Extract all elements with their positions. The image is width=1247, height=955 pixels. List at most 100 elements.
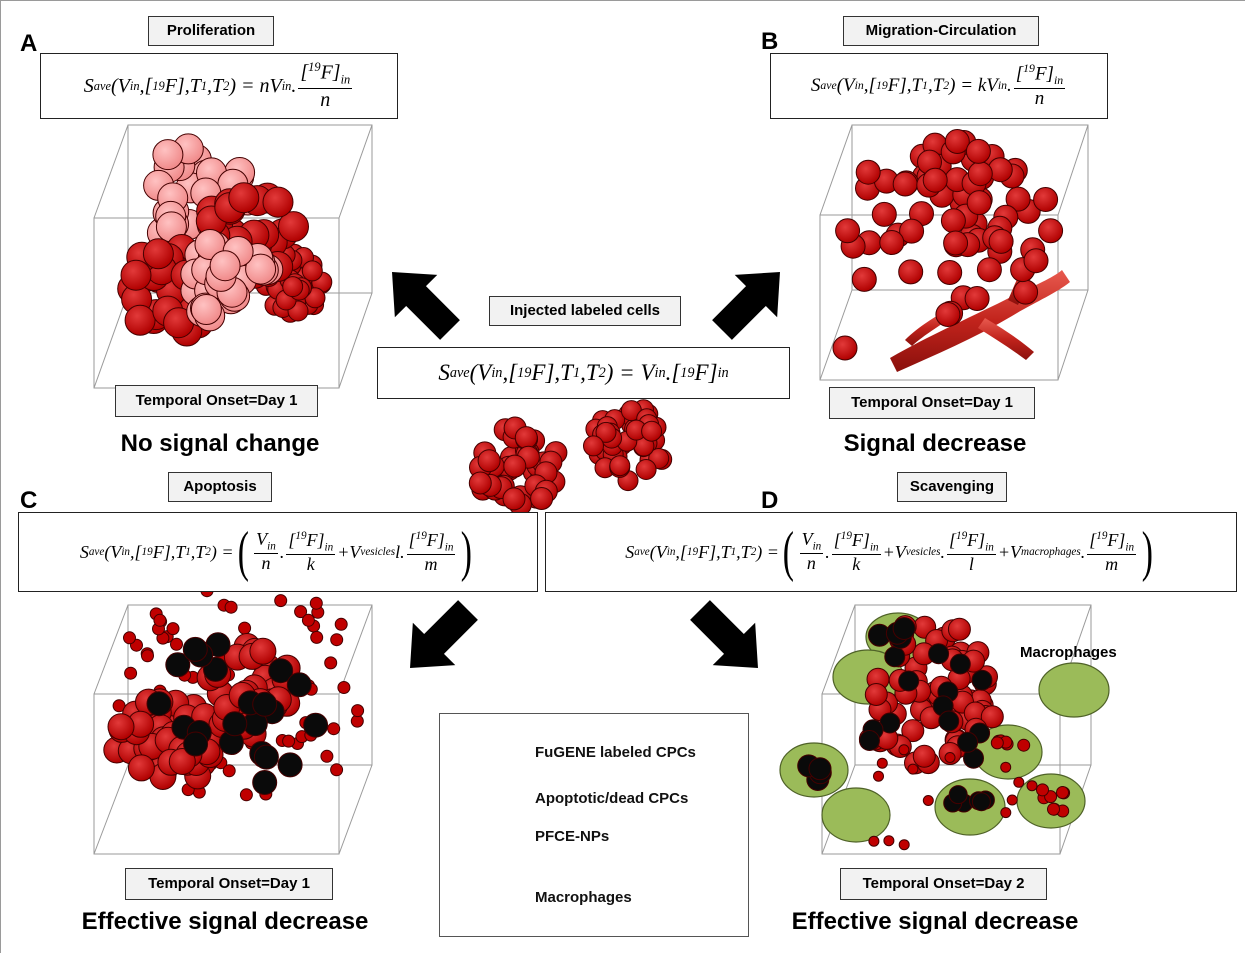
red-cell [278, 211, 309, 243]
pfce-np [1000, 807, 1012, 819]
pfce-np [351, 704, 365, 718]
dead-cell [253, 744, 279, 770]
red-cell [142, 238, 174, 270]
red-cell [228, 182, 260, 214]
migrating-cell [879, 230, 905, 255]
caption-a: No signal change [120, 430, 320, 457]
arrow-to-c [410, 600, 478, 668]
dead-cell [971, 669, 993, 691]
pfce-np [282, 734, 296, 748]
dead-cell [303, 712, 329, 738]
legend-label-macrophages: Macrophages [535, 889, 632, 906]
pfce-np [922, 795, 934, 806]
panel-letter-c: C [20, 487, 38, 514]
macrophage [821, 787, 891, 843]
pfce-np [907, 763, 919, 775]
migrating-cell [964, 286, 990, 311]
pfce-np [868, 835, 880, 847]
injected-cell [477, 449, 501, 473]
onset-c: Temporal Onset=Day 1 [125, 868, 333, 900]
migrating-cell [966, 190, 992, 216]
injected-cell [635, 459, 657, 480]
pfce-np [320, 749, 334, 763]
pfce-np [274, 594, 288, 608]
red-cell [124, 304, 156, 336]
legend [439, 713, 749, 937]
cell-cluster-a [117, 133, 333, 347]
injected-cell [502, 487, 526, 511]
migrating-cell [835, 218, 861, 244]
caption-b: Signal decrease [843, 430, 1027, 457]
arrow-to-a [392, 272, 460, 340]
dead-cell [146, 691, 172, 717]
migrating-cell [1023, 248, 1049, 274]
pfce-np [898, 839, 910, 851]
pfce-np [330, 633, 344, 647]
pink-cell [152, 139, 184, 171]
title-scavenging: Scavenging [897, 472, 1007, 502]
migrating-cell [988, 228, 1014, 254]
migrating-cell [855, 159, 881, 185]
arrow-to-d [690, 600, 758, 668]
migrating-cells-b [832, 129, 1064, 361]
red-cell [107, 713, 135, 741]
migrating-cell [851, 266, 877, 292]
migrating-cell [976, 257, 1002, 283]
migrating-cell [943, 230, 969, 256]
dead-cell [183, 731, 209, 757]
pfce-np [990, 736, 1004, 750]
panel-letter-d: D [761, 487, 779, 514]
dead-cell [884, 646, 906, 668]
scavenging-cells-d [779, 612, 1110, 851]
pfce-np [337, 681, 351, 694]
pfce-np [222, 764, 236, 778]
caption-c: Effective signal decrease [81, 908, 369, 935]
red-cell [249, 637, 277, 665]
dead-cell [859, 730, 880, 751]
pfce-np [873, 770, 884, 782]
onset-d: Temporal Onset=Day 2 [840, 868, 1047, 900]
pfce-np [944, 752, 956, 763]
pfce-np [1013, 776, 1025, 788]
red-cell [912, 744, 936, 768]
macrophages-label: Macrophages [1020, 644, 1117, 661]
dead-cell [938, 710, 960, 732]
pfce-np [170, 637, 183, 651]
dead-cell [182, 636, 208, 662]
pfce-np [898, 744, 910, 756]
panel-letter-b: B [761, 28, 779, 55]
title-migration-circulation: Migration-Circulation [843, 16, 1039, 46]
migrating-cell [967, 161, 993, 187]
pfce-np [876, 757, 888, 769]
injected-cell [514, 426, 538, 450]
red-cell [864, 683, 888, 706]
pfce-np [224, 600, 238, 614]
legend-label-pfce: PFCE-NPs [535, 828, 610, 845]
dead-cell [252, 691, 278, 717]
title-apoptosis: Apoptosis [168, 472, 272, 502]
pfce-np [141, 649, 154, 663]
pfce-np [1006, 794, 1018, 806]
title-proliferation: Proliferation [148, 16, 274, 46]
pfce-np [327, 722, 341, 736]
dead-cell [165, 652, 191, 678]
migrating-cell [1038, 218, 1064, 244]
injected-cell [595, 421, 617, 443]
apoptosis-cells-c [103, 567, 365, 802]
migrating-cell [935, 302, 961, 327]
pfce-np [153, 613, 167, 627]
migrating-cell [832, 335, 858, 361]
dead-cell [957, 731, 979, 753]
migrating-cell [871, 201, 897, 227]
pfce-np [883, 835, 895, 847]
pfce-np [1026, 780, 1038, 792]
caption-d: Effective signal decrease [791, 908, 1079, 935]
red-cell [120, 259, 152, 291]
dead-cell [948, 785, 968, 805]
